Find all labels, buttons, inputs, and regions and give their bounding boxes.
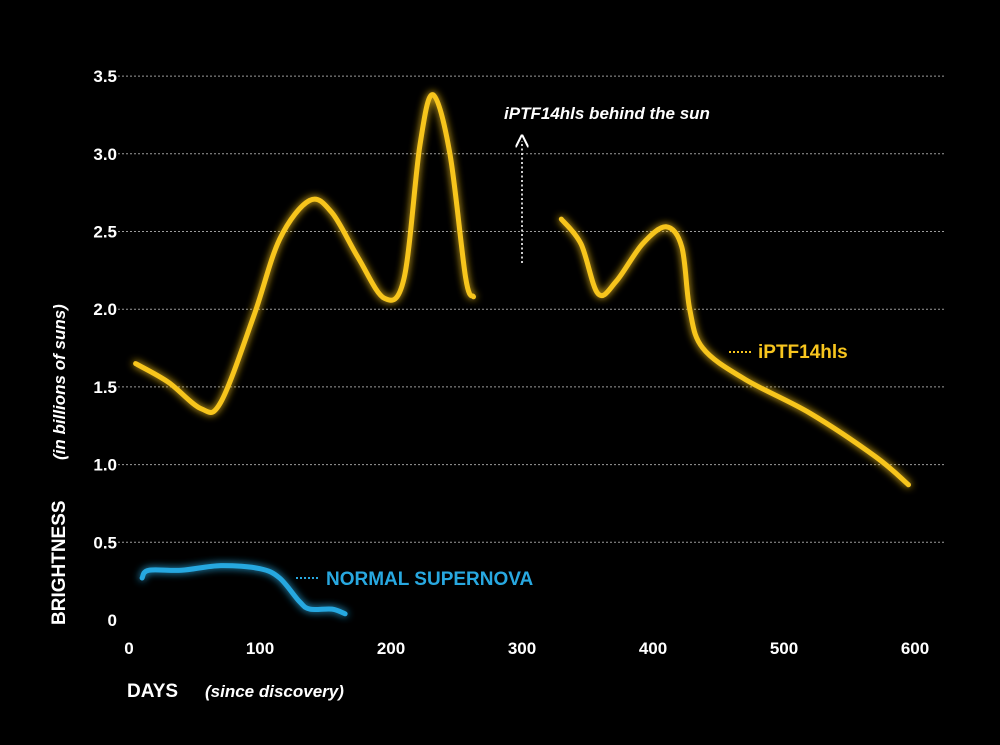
y-tick-label: 0.5: [93, 533, 117, 552]
x-tick-label: 300: [508, 639, 536, 658]
y-axis-title: BRIGHTNESS: [49, 500, 70, 625]
x-tick-label: 500: [770, 639, 798, 658]
annotations: iPTF14hls behind the sun iPTF14hls NORMAL …: [296, 104, 848, 590]
y-tick-label: 1.5: [93, 378, 117, 397]
y-axis-subtitle: (in billions of suns): [50, 304, 69, 460]
y-tick-label: 3.0: [93, 145, 117, 164]
annotation-behind-sun: iPTF14hls behind the sun: [504, 104, 710, 123]
series-line-normal-supernova: [139, 563, 348, 617]
tick-labels: 0 0.5 1.0 1.5 2.0 2.5 3.0 3.5 0 100 200 300 400 500 60…: [93, 67, 929, 658]
y-tick-label: 1.0: [93, 456, 117, 475]
series-lines: [133, 92, 911, 617]
x-tick-label: 200: [377, 639, 405, 658]
x-tick-label: 0: [124, 639, 133, 658]
series-label-normal-supernova: NORMAL SUPERNOVA: [326, 569, 534, 590]
y-tick-label: 3.5: [93, 67, 117, 86]
gridlines: [118, 75, 945, 543]
series-line-iptf14hls: [133, 92, 476, 415]
x-tick-label: 100: [246, 639, 274, 658]
y-tick-label: 2.0: [93, 300, 117, 319]
series-label-iptf14hls: iPTF14hls: [758, 342, 848, 363]
series-line-iptf14hls: [558, 216, 911, 488]
y-tick-label: 2.5: [93, 223, 117, 242]
x-axis-subtitle: (since discovery): [205, 682, 344, 701]
x-tick-label: 400: [639, 639, 667, 658]
x-tick-label: 600: [901, 639, 929, 658]
y-tick-label: 0: [108, 611, 117, 630]
x-axis-title: DAYS: [127, 681, 178, 702]
